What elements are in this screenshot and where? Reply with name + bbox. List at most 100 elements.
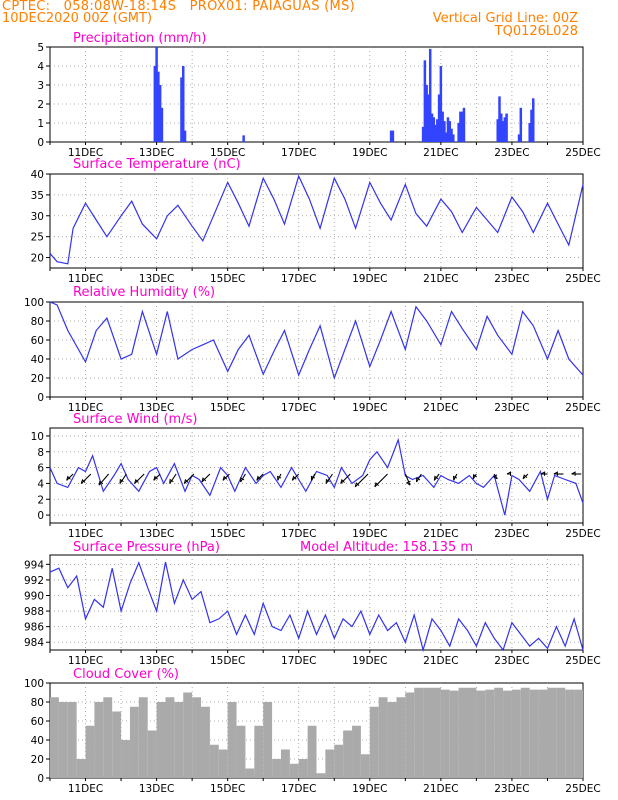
y-tick-label: 0 bbox=[37, 773, 44, 785]
y-tick-label: 20 bbox=[31, 253, 44, 265]
wind-arrow bbox=[240, 473, 246, 483]
cloud-bar bbox=[263, 702, 273, 778]
y-tick-label: 30 bbox=[31, 211, 44, 223]
precip-bar bbox=[460, 111, 464, 142]
x-tick-label: 23DEC bbox=[494, 273, 529, 285]
wind-arrow-head bbox=[256, 475, 261, 481]
precip-bar bbox=[500, 113, 503, 142]
wind-arrow bbox=[66, 473, 74, 481]
wind-arrow bbox=[134, 473, 145, 484]
cloud-bar bbox=[280, 749, 290, 778]
y-tick-label: 100 bbox=[24, 297, 44, 309]
x-tick-label: 19DEC bbox=[352, 655, 387, 667]
x-tick-label: 25DEC bbox=[565, 528, 600, 540]
cloud-bar bbox=[298, 759, 308, 778]
precip-bar bbox=[427, 94, 430, 142]
x-tick-label: 23DEC bbox=[494, 147, 529, 159]
wind-arrow-head bbox=[492, 474, 498, 480]
precip-bar bbox=[432, 117, 436, 142]
precip-bar bbox=[391, 130, 395, 142]
y-tick-label: 60 bbox=[31, 716, 44, 728]
y-tick-label: 25 bbox=[31, 232, 44, 244]
x-tick-label: 19DEC bbox=[352, 147, 387, 159]
y-tick-label: 2 bbox=[37, 494, 44, 506]
wind-arrow bbox=[340, 473, 351, 484]
cloud-bar bbox=[67, 702, 77, 778]
cloud-bar bbox=[138, 697, 148, 778]
precip-bar bbox=[182, 66, 185, 142]
cloud-bar bbox=[565, 689, 575, 778]
cloud-bar bbox=[307, 725, 317, 778]
y-tick-label: 986 bbox=[24, 622, 44, 634]
cloud-bar bbox=[387, 702, 397, 778]
wind-arrow-head bbox=[201, 477, 207, 483]
wind-arrow-head bbox=[340, 478, 345, 484]
x-tick-label: 25DEC bbox=[565, 402, 600, 414]
y-tick-label: 2 bbox=[37, 99, 44, 111]
precip-bar bbox=[437, 94, 441, 142]
x-tick-label: 13DEC bbox=[139, 273, 174, 285]
cloud-bar bbox=[574, 689, 583, 778]
panel-cloud: 0 20 40 60 80 100 11DEC 13DEC 15DEC 17DEC 19DEC 21D… bbox=[24, 667, 601, 795]
x-tick-label: 13DEC bbox=[139, 402, 174, 414]
x-tick-label: 11DEC bbox=[68, 655, 103, 667]
precip-bar bbox=[242, 135, 245, 142]
cloud-bar bbox=[423, 687, 432, 778]
wind-arrow-head bbox=[553, 471, 558, 476]
y-tick-label: 992 bbox=[24, 575, 44, 587]
cloud-bar bbox=[245, 768, 255, 778]
cloud-bar bbox=[289, 763, 299, 778]
x-tick-label: 17DEC bbox=[281, 147, 316, 159]
wind-arrow-head bbox=[183, 478, 189, 484]
wind-arrow-head bbox=[522, 474, 528, 479]
temp-line bbox=[49, 174, 584, 265]
y-tick-label: 0 bbox=[37, 392, 44, 404]
y-tick-label: 4 bbox=[37, 61, 44, 73]
cloud-bar bbox=[511, 689, 521, 778]
y-tick-label: 35 bbox=[31, 190, 44, 202]
wind-arrow-head bbox=[66, 475, 71, 481]
y-tick-label: 6 bbox=[37, 463, 44, 475]
cloud-bar bbox=[218, 749, 228, 778]
x-tick-label: 15DEC bbox=[210, 402, 245, 414]
x-tick-label: 13DEC bbox=[139, 147, 174, 159]
precip-bar bbox=[153, 66, 157, 142]
wind-arrow bbox=[256, 473, 264, 481]
x-tick-label: 15DEC bbox=[210, 655, 245, 667]
wind-arrow bbox=[169, 473, 177, 484]
y-tick-label: 40 bbox=[31, 735, 44, 747]
precip-bar bbox=[180, 77, 183, 142]
cloud-bar bbox=[556, 687, 566, 778]
wind-arrow-head bbox=[325, 478, 330, 484]
cloud-bar bbox=[449, 690, 459, 778]
cloud-bar bbox=[112, 711, 122, 778]
wind-arrow-head bbox=[571, 471, 576, 476]
wind-arrow-head bbox=[80, 478, 86, 484]
wind-arrow bbox=[98, 473, 110, 486]
x-tick-label: 21DEC bbox=[423, 402, 458, 414]
x-tick-label: 19DEC bbox=[352, 402, 387, 414]
precip-bar bbox=[448, 121, 451, 142]
cloud-bar bbox=[431, 687, 441, 778]
precip-bar bbox=[505, 113, 508, 142]
cloud-bar bbox=[343, 730, 353, 778]
wind-arrow-head bbox=[277, 475, 282, 481]
x-tick-label: 15DEC bbox=[210, 273, 245, 285]
panel-title: Surface Wind (m/s) bbox=[73, 412, 197, 427]
y-tick-label: 984 bbox=[24, 637, 44, 649]
panel-temp: 20 25 30 35 40 11DEC 13DEC 15DEC 17DEC 19DEC 21DEC… bbox=[31, 157, 601, 285]
panel-annotation: Model Altitude: 158.135 m bbox=[300, 540, 473, 555]
y-tick-label: 990 bbox=[24, 590, 44, 602]
precip-bar bbox=[450, 128, 453, 142]
x-tick-label: 17DEC bbox=[281, 783, 316, 795]
precip-bar bbox=[436, 119, 439, 142]
x-tick-label: 11DEC bbox=[68, 273, 103, 285]
cloud-bar bbox=[103, 697, 113, 778]
precip-bar bbox=[434, 124, 437, 142]
panel-frame bbox=[49, 554, 584, 651]
x-tick-label: 23DEC bbox=[494, 528, 529, 540]
x-tick-label: 21DEC bbox=[423, 528, 458, 540]
panel-frame bbox=[49, 427, 584, 524]
wind-arrow bbox=[325, 473, 333, 484]
panel-rh: 0 20 40 60 80 100 11DEC 13DEC 15DEC 17DEC 19DEC 21D… bbox=[24, 285, 601, 414]
